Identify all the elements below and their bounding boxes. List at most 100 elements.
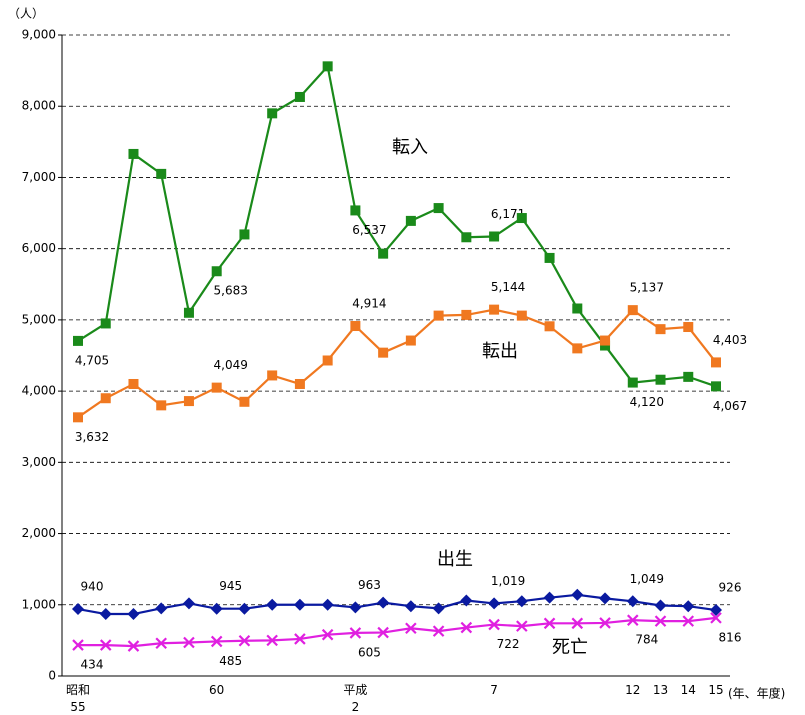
marker bbox=[626, 595, 639, 608]
marker bbox=[183, 636, 195, 649]
data-label: 5,683 bbox=[214, 284, 248, 298]
marker bbox=[267, 370, 278, 381]
marker bbox=[599, 592, 612, 605]
marker bbox=[572, 303, 583, 314]
marker bbox=[72, 603, 84, 616]
data-label: 816 bbox=[719, 630, 742, 644]
marker bbox=[571, 617, 584, 630]
marker bbox=[571, 588, 584, 601]
data-label: 5,144 bbox=[491, 280, 525, 294]
data-label: 1,019 bbox=[491, 574, 525, 588]
marker bbox=[543, 617, 556, 630]
marker bbox=[99, 608, 112, 621]
data-label: 1,049 bbox=[630, 572, 664, 586]
marker bbox=[710, 612, 722, 624]
marker bbox=[266, 598, 279, 611]
marker bbox=[211, 266, 222, 277]
marker bbox=[655, 374, 666, 385]
series-line bbox=[77, 63, 717, 388]
data-label: 784 bbox=[635, 633, 658, 647]
y-tick-label: 7,000 bbox=[22, 170, 56, 184]
series-line bbox=[77, 593, 717, 616]
series-line bbox=[77, 308, 717, 419]
data-label: 926 bbox=[719, 581, 742, 595]
data-label: 434 bbox=[81, 658, 104, 672]
y-tick-label: 8,000 bbox=[22, 99, 56, 113]
marker bbox=[683, 322, 694, 333]
marker bbox=[100, 318, 111, 329]
x-tick-label: 12 bbox=[625, 683, 640, 697]
marker bbox=[293, 598, 306, 611]
marker bbox=[404, 600, 417, 613]
marker bbox=[155, 637, 167, 650]
marker bbox=[128, 378, 139, 389]
marker bbox=[682, 615, 695, 627]
marker bbox=[266, 634, 278, 647]
marker bbox=[350, 205, 361, 216]
marker bbox=[654, 599, 667, 612]
marker bbox=[654, 615, 667, 627]
marker bbox=[711, 381, 721, 392]
marker bbox=[627, 614, 639, 626]
y-unit: （人） bbox=[8, 7, 44, 21]
marker bbox=[321, 598, 334, 611]
y-tick-label: 3,000 bbox=[22, 455, 56, 469]
marker bbox=[461, 232, 472, 243]
marker bbox=[710, 604, 722, 617]
x-tick-label: 60 bbox=[209, 683, 224, 697]
marker bbox=[489, 231, 500, 242]
marker bbox=[544, 321, 555, 332]
x-tick-label: 14 bbox=[681, 683, 696, 697]
marker bbox=[349, 601, 362, 614]
marker bbox=[294, 91, 305, 102]
marker bbox=[683, 371, 694, 382]
marker bbox=[349, 627, 362, 639]
series-name: 出生 bbox=[437, 549, 473, 570]
marker bbox=[156, 168, 167, 179]
marker bbox=[210, 602, 223, 615]
marker bbox=[405, 215, 416, 226]
data-label: 4,705 bbox=[75, 353, 109, 367]
data-label: 6,171 bbox=[491, 207, 525, 221]
y-tick-label: 9,000 bbox=[22, 28, 56, 42]
marker bbox=[210, 635, 223, 648]
marker bbox=[377, 596, 390, 609]
x-tick-label: 15 bbox=[708, 683, 723, 697]
marker bbox=[99, 639, 112, 651]
data-label: 6,537 bbox=[352, 223, 386, 237]
marker bbox=[350, 321, 361, 332]
marker bbox=[127, 640, 140, 652]
marker bbox=[544, 252, 555, 263]
marker bbox=[72, 639, 84, 651]
marker bbox=[433, 203, 444, 214]
data-label: 945 bbox=[219, 579, 242, 593]
marker bbox=[488, 618, 500, 631]
y-tick-label: 2,000 bbox=[22, 526, 56, 540]
x-unit: (年、年度) bbox=[728, 686, 785, 701]
marker bbox=[711, 357, 721, 368]
marker bbox=[239, 396, 250, 407]
marker bbox=[378, 347, 389, 358]
marker bbox=[378, 248, 389, 259]
marker bbox=[155, 602, 168, 615]
marker bbox=[432, 602, 445, 615]
marker bbox=[627, 377, 638, 388]
marker bbox=[294, 378, 305, 389]
y-tick-label: 5,000 bbox=[22, 312, 56, 326]
marker bbox=[405, 335, 416, 346]
marker bbox=[238, 634, 251, 647]
marker bbox=[682, 600, 695, 613]
data-label: 963 bbox=[358, 578, 381, 592]
marker bbox=[460, 621, 473, 634]
data-label: 3,632 bbox=[75, 430, 109, 444]
data-label: 4,067 bbox=[713, 399, 747, 413]
marker bbox=[239, 229, 250, 240]
data-label: 722 bbox=[497, 637, 520, 651]
data-label: 605 bbox=[358, 645, 381, 659]
marker bbox=[516, 310, 527, 321]
data-label: 4,403 bbox=[713, 333, 747, 347]
marker bbox=[543, 591, 556, 604]
marker bbox=[100, 393, 111, 404]
marker bbox=[156, 400, 167, 411]
series-line bbox=[78, 616, 717, 648]
